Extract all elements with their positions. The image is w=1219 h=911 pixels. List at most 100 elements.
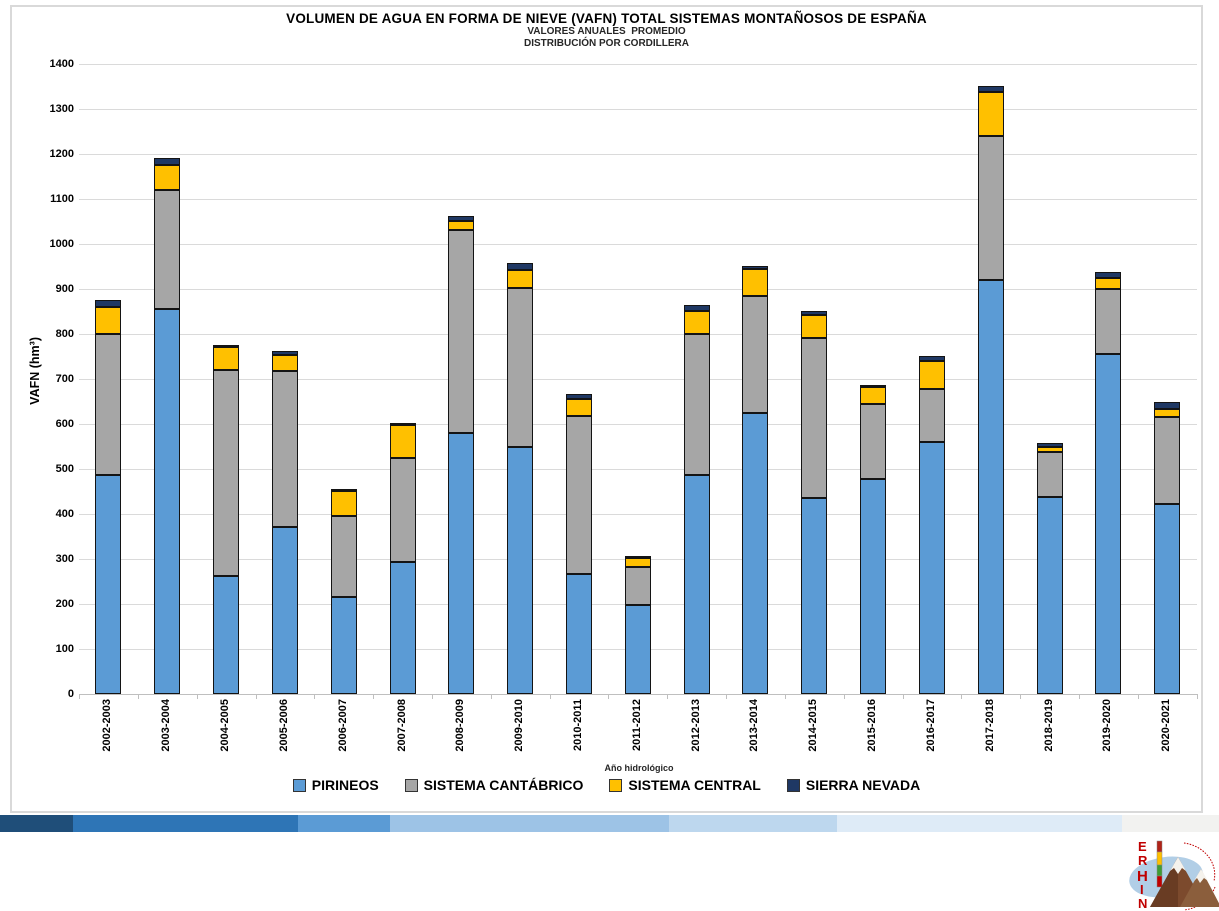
bar-segment-sistema-cant-brico xyxy=(566,416,592,574)
chart-box: VOLUMEN DE AGUA EN FORMA DE NIEVE (VAFN)… xyxy=(10,5,1203,813)
bar-stack xyxy=(683,305,710,694)
measuring-pole-icon xyxy=(1156,840,1163,853)
x-tick-label: 2007-2008 xyxy=(395,699,408,752)
x-tick-label: 2013-2014 xyxy=(748,699,761,752)
x-tick-label: 2017-2018 xyxy=(983,699,996,752)
bar-segment-sierra-nevada xyxy=(1095,272,1122,278)
gridline xyxy=(79,244,1197,245)
gridline xyxy=(79,199,1197,200)
y-tick-label: 100 xyxy=(55,643,74,655)
bar-stack xyxy=(801,311,828,694)
bar-stack xyxy=(1036,443,1063,694)
bar-segment-pirineos xyxy=(448,433,475,694)
footer-gradient-strip xyxy=(0,815,1219,832)
y-tick-label: 500 xyxy=(55,463,74,475)
bar-segment-sistema-cant-brico xyxy=(448,230,475,433)
bar-segment-sistema-cant-brico xyxy=(271,371,298,527)
gridline xyxy=(79,469,1197,470)
bar-segment-sistema-cant-brico xyxy=(918,389,945,442)
bar-segment-sierra-nevada xyxy=(95,300,122,307)
strip-segment xyxy=(669,815,837,832)
bar-segment-sistema-central xyxy=(742,269,769,296)
bar-segment-pirineos xyxy=(1036,497,1063,694)
measuring-pole-segment xyxy=(1156,851,1163,866)
x-tick-mark xyxy=(1020,694,1022,699)
bar-segment-pirineos xyxy=(507,447,534,694)
bar-segment-sistema-central xyxy=(683,311,710,334)
x-tick-mark xyxy=(314,694,316,699)
gridline xyxy=(79,424,1197,425)
bar-segment-pirineos xyxy=(801,498,828,694)
bar-segment-sistema-cant-brico xyxy=(860,404,887,479)
legend-item: SISTEMA CENTRAL xyxy=(609,777,761,793)
strip-segment xyxy=(298,815,390,832)
x-tick-mark xyxy=(549,694,551,699)
x-tick-label: 2016-2017 xyxy=(924,699,937,752)
bar-stack xyxy=(271,351,298,694)
bar-segment-pirineos xyxy=(624,605,651,694)
x-tick-label: 2005-2006 xyxy=(277,699,290,752)
x-tick-mark xyxy=(843,694,845,699)
snowcap-icon xyxy=(1170,857,1186,874)
x-tick-label: 2009-2010 xyxy=(513,699,526,752)
x-tick-mark xyxy=(902,694,904,699)
x-tick-mark xyxy=(608,694,610,699)
strip-segment xyxy=(73,815,298,832)
legend-swatch xyxy=(404,778,418,792)
bar-segment-sistema-central xyxy=(507,270,534,288)
y-tick-label: 1200 xyxy=(49,148,74,160)
bar-stack xyxy=(918,356,945,694)
x-tick-label: 2018-2019 xyxy=(1042,699,1055,752)
y-tick-label: 0 xyxy=(67,688,74,700)
legend-label: SISTEMA CENTRAL xyxy=(628,777,761,793)
chart-title-block: VOLUMEN DE AGUA EN FORMA DE NIEVE (VAFN)… xyxy=(12,11,1201,50)
bar-segment-pirineos xyxy=(860,479,887,694)
bar-segment-sistema-cant-brico xyxy=(154,190,181,309)
x-tick-mark xyxy=(726,694,727,699)
bar-stack xyxy=(624,556,651,694)
logo-arc-text-top xyxy=(1183,842,1216,882)
bar-segment-pirineos xyxy=(683,475,710,694)
bar-stack xyxy=(1154,402,1181,694)
x-tick-mark xyxy=(255,694,257,699)
bar-segment-pirineos xyxy=(742,413,769,694)
bar-segment-sistema-cant-brico xyxy=(801,338,828,498)
x-tick-label: 2014-2015 xyxy=(807,699,820,752)
bar-segment-sistema-cant-brico xyxy=(330,516,357,597)
bar-segment-sierra-nevada xyxy=(742,266,769,269)
x-tick-mark xyxy=(196,694,198,699)
bar-segment-pirineos xyxy=(977,280,1004,694)
strip-segment xyxy=(390,815,669,832)
logo-letter: H xyxy=(1137,868,1148,885)
bar-stack xyxy=(860,385,887,694)
x-tick-label: 2006-2007 xyxy=(336,699,349,752)
bar-segment-sierra-nevada xyxy=(389,423,416,425)
x-tick-label: 2002-2003 xyxy=(101,699,114,752)
logo-arc-text-bottom xyxy=(1183,886,1216,911)
chart-subtitle-2: DISTRIBUCIÓN POR CORDILLERA xyxy=(524,38,689,49)
bar-segment-sistema-central xyxy=(154,165,181,190)
bar-stack xyxy=(977,86,1004,694)
x-tick-label: 2008-2009 xyxy=(454,699,467,752)
bar-stack xyxy=(1095,272,1122,694)
legend: PIRINEOS SISTEMA CANTÁBRICO SISTEMA CENTRA… xyxy=(12,777,1201,793)
legend-label: SIERRA NEVADA xyxy=(805,777,921,793)
bar-segment-sistema-cant-brico xyxy=(95,334,122,475)
bar-segment-pirineos xyxy=(330,597,357,694)
gridline xyxy=(79,334,1197,335)
bar-segment-sierra-nevada xyxy=(213,345,240,347)
y-tick-label: 900 xyxy=(55,283,74,295)
x-tick-mark xyxy=(961,694,963,699)
bar-segment-sistema-central xyxy=(860,387,887,404)
bar-segment-sistema-cant-brico xyxy=(507,288,534,447)
bar-segment-sistema-cant-brico xyxy=(1095,289,1122,354)
bar-stack xyxy=(213,345,240,694)
bar-segment-sistema-central xyxy=(330,491,357,516)
bar-segment-sierra-nevada xyxy=(1154,402,1181,409)
bar-segment-sistema-central xyxy=(448,221,475,230)
bar-stack xyxy=(507,263,534,694)
y-axis-title: VAFN (hm³) xyxy=(28,337,42,405)
bar-stack xyxy=(330,489,357,694)
bar-segment-sistema-cant-brico xyxy=(977,136,1004,280)
gridline xyxy=(79,514,1197,515)
